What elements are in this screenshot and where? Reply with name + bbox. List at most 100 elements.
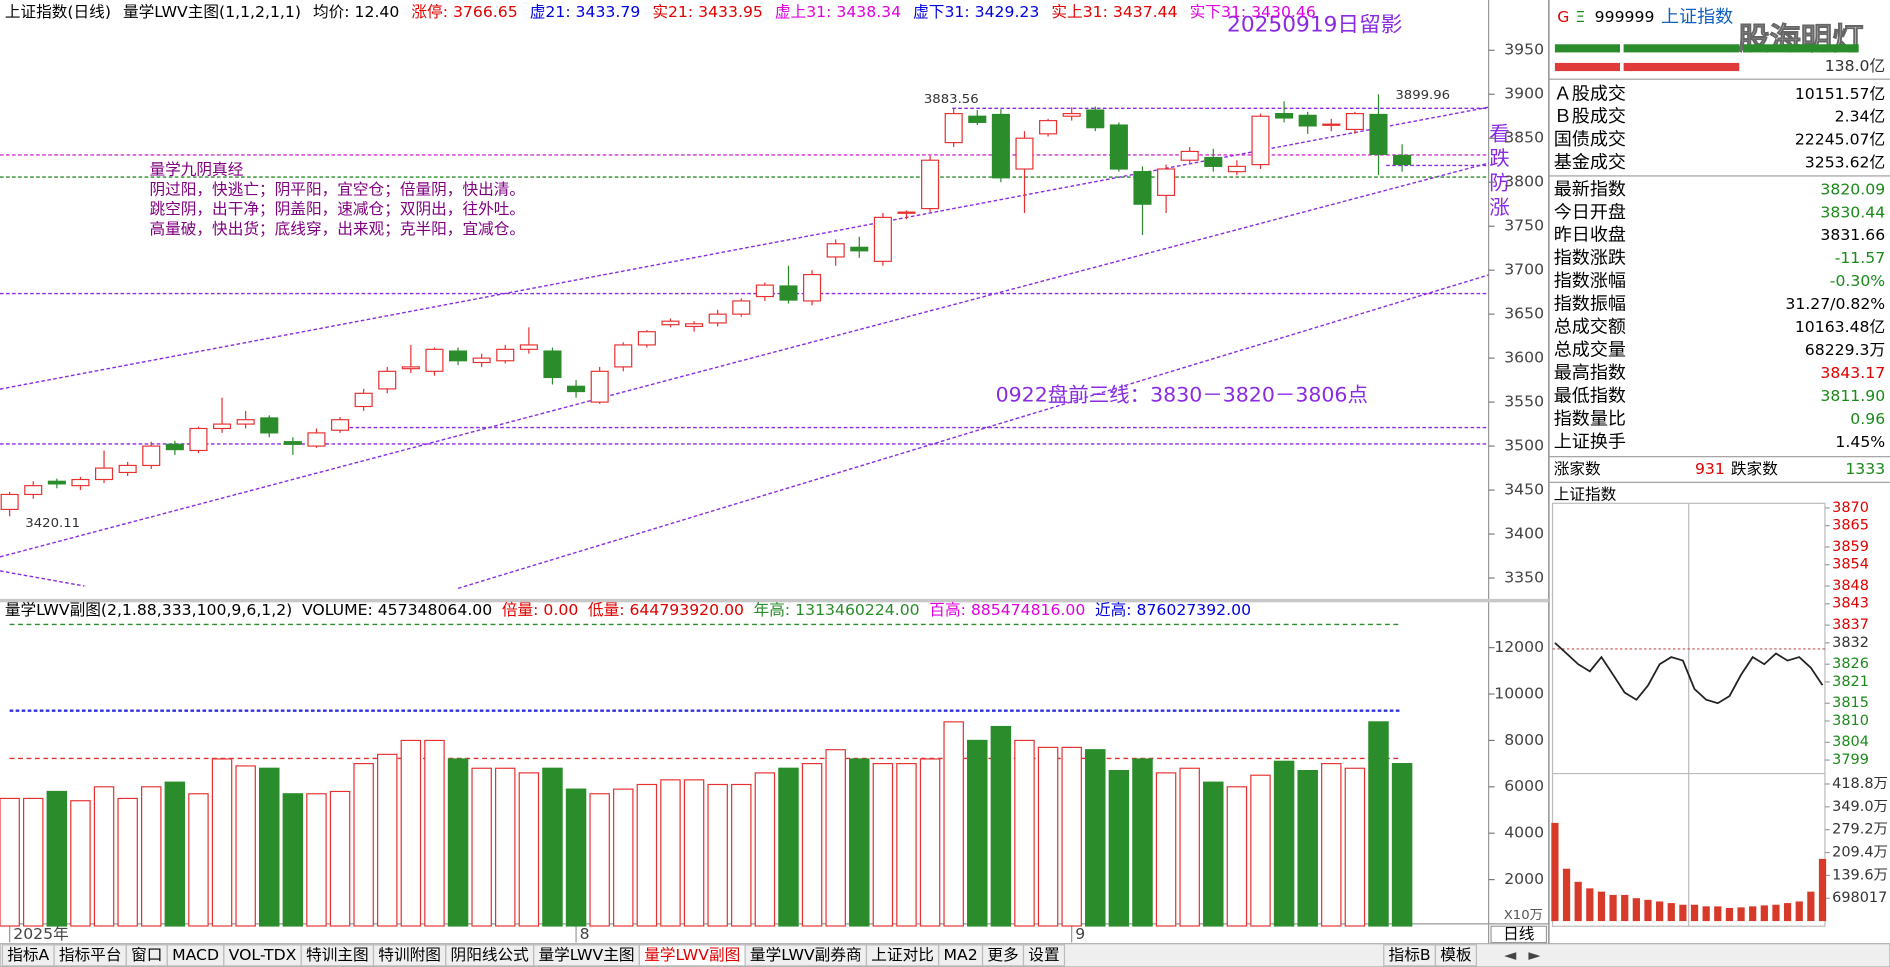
intraday-volume xyxy=(1644,899,1652,922)
bar-segment xyxy=(1742,44,1859,53)
quote-label: 指数振幅 xyxy=(1554,294,1626,315)
quote-label: 最新指数 xyxy=(1554,179,1626,200)
volume-bar xyxy=(1203,781,1224,927)
candle-body xyxy=(1251,115,1270,166)
tab-label[interactable]: 指标B xyxy=(1389,946,1431,964)
y-tick-label: 418.8万 xyxy=(1832,776,1888,792)
y-tick-label: 3650 xyxy=(1504,305,1544,323)
volume-bar xyxy=(1132,758,1153,927)
channel-line xyxy=(0,162,1489,558)
verse-line: 高量破，快出货；底线穿，出来观；克半阳，宜减仓。 xyxy=(149,220,525,238)
volume-bar xyxy=(754,772,776,927)
tab-label[interactable]: 窗口 xyxy=(131,946,162,964)
candle-body xyxy=(401,366,420,370)
volume-bar xyxy=(1368,721,1389,927)
flag-menu: Ξ xyxy=(1575,8,1585,26)
header-item: 涨停: 3766.65 xyxy=(411,3,517,21)
volume-bar xyxy=(0,797,20,927)
intraday-volume xyxy=(1621,894,1629,922)
tab-label[interactable]: 阴阳线公式 xyxy=(451,946,529,964)
high-label: 3883.56 xyxy=(924,92,979,107)
tab-label[interactable]: 设置 xyxy=(1028,946,1059,964)
y-tick-label: 3500 xyxy=(1504,437,1544,455)
candle-body xyxy=(95,467,114,481)
volume-bar xyxy=(1179,767,1200,927)
tab-label[interactable]: 上证对比 xyxy=(871,946,934,964)
candle-body xyxy=(71,478,90,487)
tab-label[interactable]: 量学LWV副图 xyxy=(644,946,740,964)
y-tick-label: 3450 xyxy=(1504,481,1544,499)
candle-body xyxy=(897,211,916,214)
candle-body xyxy=(567,385,586,393)
candle-body xyxy=(873,216,892,262)
drawn-lines xyxy=(0,106,1489,760)
candle-body xyxy=(213,423,232,430)
intraday-volume xyxy=(1551,822,1559,922)
candle-body xyxy=(236,419,255,425)
breadth-label: 跌家数 xyxy=(1731,460,1778,478)
candle-body xyxy=(1180,150,1199,161)
low-label: 3420.11 xyxy=(25,516,80,531)
volume-bar xyxy=(117,797,138,927)
quote-value: 1.45% xyxy=(1835,433,1885,451)
dynamic: 上证指数(日线) 量学LWV主图(1,1,2,1,1) 均价: 12.40 涨停: 3… xyxy=(0,3,1888,967)
quote-value: 3820.09 xyxy=(1820,181,1885,199)
tab-label[interactable]: 模板 xyxy=(1440,946,1471,964)
tab[interactable] xyxy=(1434,944,1477,967)
volume-bar xyxy=(329,790,351,927)
volume-bar xyxy=(93,786,115,927)
volume-bar xyxy=(778,767,799,927)
candle-body xyxy=(1204,156,1223,167)
intraday-volume xyxy=(1597,891,1606,922)
volume-unit: X10万 xyxy=(1504,908,1543,923)
volume-bar xyxy=(990,725,1012,927)
volume-bar xyxy=(471,767,492,927)
candle-body xyxy=(803,273,822,302)
tab-label[interactable]: 特训主图 xyxy=(306,946,369,964)
tab-label[interactable]: 量学LWV副券商 xyxy=(750,946,862,964)
volume-bar xyxy=(259,767,280,927)
candle-body xyxy=(24,485,43,496)
candle-body xyxy=(1109,124,1128,170)
y-tick-label: 3865 xyxy=(1832,518,1869,534)
bar-segment xyxy=(1623,62,1740,72)
candle-body xyxy=(47,480,66,485)
tab-label[interactable]: 指标A xyxy=(7,946,49,964)
tab-label[interactable]: MA2 xyxy=(944,946,978,964)
quote-label: 总成交量 xyxy=(1554,340,1626,361)
tab-label[interactable]: 更多 xyxy=(987,946,1018,964)
volume-bar xyxy=(495,767,516,927)
y-tick-label: 3821 xyxy=(1832,674,1869,690)
tab-arrow[interactable]: ◄ xyxy=(1504,946,1516,964)
volume-bar xyxy=(589,793,610,927)
candle-body xyxy=(1015,137,1034,170)
volume-bar xyxy=(731,783,752,927)
tab-label[interactable]: VOL-TDX xyxy=(229,946,297,964)
y-tick-label: 209.4万 xyxy=(1832,845,1888,861)
tab-arrow[interactable]: ► xyxy=(1528,946,1540,964)
volume-bar xyxy=(1014,739,1035,927)
tab-label[interactable]: 指标平台 xyxy=(59,946,122,964)
quote-value: 10163.48亿 xyxy=(1795,318,1885,336)
quote-label: Ｂ股成交 xyxy=(1554,107,1626,128)
volume-bar xyxy=(141,786,162,927)
x-tick-label: 8 xyxy=(580,925,590,943)
volume-bar xyxy=(1344,767,1366,927)
tab-label[interactable]: 特训附图 xyxy=(378,946,441,964)
tab-label[interactable]: 量学LWV主图 xyxy=(538,946,634,964)
volume-bar xyxy=(872,763,894,927)
candle-body xyxy=(637,331,656,346)
y-tick-label: 698017 xyxy=(1832,890,1887,906)
quote-label: 指数涨幅 xyxy=(1554,271,1626,292)
volume-bar xyxy=(377,753,398,927)
breadth-value: 1333 xyxy=(1845,460,1885,478)
volume-bar xyxy=(282,793,304,927)
intraday-volume xyxy=(1586,888,1594,922)
y-tick-label: 3848 xyxy=(1832,578,1869,594)
candle-body xyxy=(1039,120,1058,135)
quote-label: 今日开盘 xyxy=(1554,202,1626,223)
quote-label: 昨日收盘 xyxy=(1554,225,1626,246)
tab-label[interactable]: MACD xyxy=(172,946,219,964)
y-tick-label: 3810 xyxy=(1832,713,1869,729)
tab[interactable] xyxy=(1022,944,1066,967)
